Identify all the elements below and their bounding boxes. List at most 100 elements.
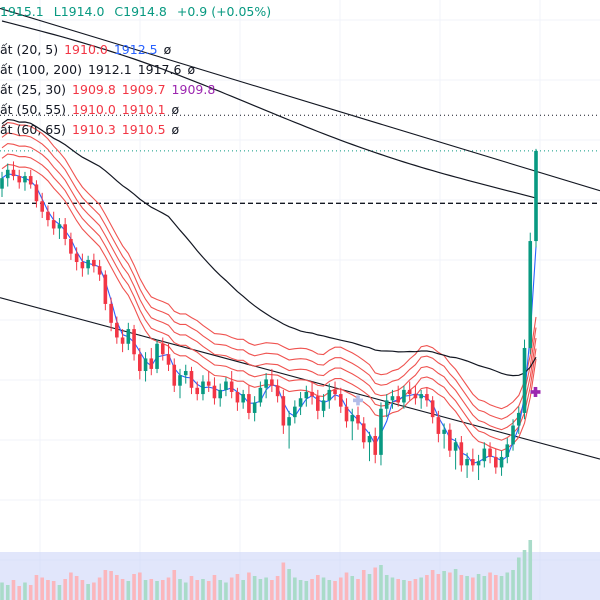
candle	[338, 387, 343, 413]
legend-value: ø	[163, 42, 172, 57]
volume-bar	[453, 569, 458, 600]
candle	[178, 368, 182, 399]
volume-bar	[109, 571, 113, 600]
candle	[115, 316, 119, 344]
candle-body	[0, 178, 4, 189]
candle	[316, 389, 320, 420]
legend-row[interactable]: ất (25, 30) 1909.8 1909.7 1909.8	[0, 80, 221, 100]
volume-bar	[212, 575, 217, 600]
candle-body	[5, 169, 10, 179]
ma-long-line	[1, 20, 537, 199]
candle	[229, 371, 234, 399]
legend-value: 1910.3	[72, 122, 116, 137]
candle-body	[287, 417, 291, 426]
candle-body	[436, 417, 441, 434]
candle	[51, 211, 56, 235]
candle	[430, 396, 435, 424]
candle-body	[103, 274, 108, 304]
candle	[396, 385, 400, 407]
candle	[143, 352, 148, 382]
candle-body	[115, 322, 119, 338]
candle	[488, 442, 492, 464]
candle	[57, 218, 62, 239]
candle-body	[132, 329, 136, 355]
candle	[183, 364, 188, 384]
candle-body	[172, 364, 177, 386]
legend-value: ø	[171, 122, 180, 137]
candle-body	[34, 184, 39, 202]
ma-band-line-2	[1, 143, 537, 431]
moving-averages	[1, 20, 537, 464]
trend-line-upper[interactable]	[0, 7, 600, 192]
candle	[109, 297, 113, 332]
candle	[166, 343, 171, 372]
candle	[304, 385, 309, 407]
candle-body	[511, 425, 515, 445]
volume-bar	[103, 570, 108, 600]
candle	[361, 417, 366, 449]
volume-bar	[413, 579, 418, 600]
ma-band-line-1	[1, 153, 537, 441]
volume-bar	[471, 577, 475, 600]
candle	[327, 383, 332, 409]
volume-bar	[373, 567, 378, 600]
volume-bar	[149, 579, 154, 600]
legend-value: 1910.1	[121, 102, 166, 117]
volume-bar	[367, 574, 372, 600]
candle-body	[350, 415, 355, 422]
legend-row[interactable]: ất (60, 65) 1910.3 1910.5 ø	[0, 120, 185, 140]
candle-body	[275, 385, 280, 397]
candle-body	[499, 456, 504, 468]
volume-bar	[281, 562, 286, 600]
legend-row[interactable]: ất (100, 200) 1912.1 1917.6 ø	[0, 60, 201, 80]
ohlc-close: C1914.8	[114, 4, 167, 19]
volume-bar	[459, 575, 464, 600]
volume-layer	[0, 540, 600, 600]
candle-body	[407, 389, 412, 395]
candle-body	[264, 379, 268, 388]
candle-body	[241, 394, 245, 403]
legend-label: ất (50, 55)	[0, 102, 67, 117]
legend-value: 1909.7	[121, 82, 166, 97]
candle-body	[97, 266, 102, 275]
volume-bar	[333, 581, 337, 600]
candle	[92, 253, 96, 273]
candle	[321, 394, 326, 418]
candle	[23, 171, 27, 191]
candle-body	[74, 253, 79, 263]
candle-body	[206, 381, 211, 386]
volume-bar	[132, 574, 136, 600]
volume-bar	[115, 575, 119, 600]
candle	[126, 322, 131, 351]
volume-bar	[155, 581, 159, 600]
volume-bar	[419, 577, 423, 600]
legend-row[interactable]: ất (20, 5) 1910.0 1912.5 ø	[0, 40, 177, 60]
volume-bar	[258, 579, 263, 600]
candle-body	[310, 391, 314, 397]
candle	[212, 377, 217, 405]
candle	[471, 448, 475, 472]
candle-body	[126, 329, 131, 344]
volume-bar	[195, 580, 200, 600]
candle-body	[40, 201, 44, 212]
candle	[275, 379, 280, 403]
candle-body	[183, 371, 188, 376]
candle	[459, 436, 464, 472]
candle	[373, 427, 378, 464]
cross-bar-v	[533, 386, 538, 397]
candle	[0, 171, 4, 198]
candle-body	[505, 444, 510, 457]
candle-body	[384, 400, 389, 409]
volume-bar	[430, 570, 435, 600]
trend-lines[interactable]	[0, 7, 600, 460]
trend-line-lower[interactable]	[0, 297, 600, 460]
candle-body	[11, 169, 16, 177]
candle	[494, 448, 498, 474]
cross-markers	[353, 386, 541, 406]
volume-bar	[218, 580, 222, 600]
candle-body	[293, 406, 297, 418]
legend-row[interactable]: ất (50, 55) 1910.0 1910.1 ø	[0, 100, 185, 120]
volume-bar	[396, 579, 400, 600]
volume-bar	[126, 581, 131, 600]
